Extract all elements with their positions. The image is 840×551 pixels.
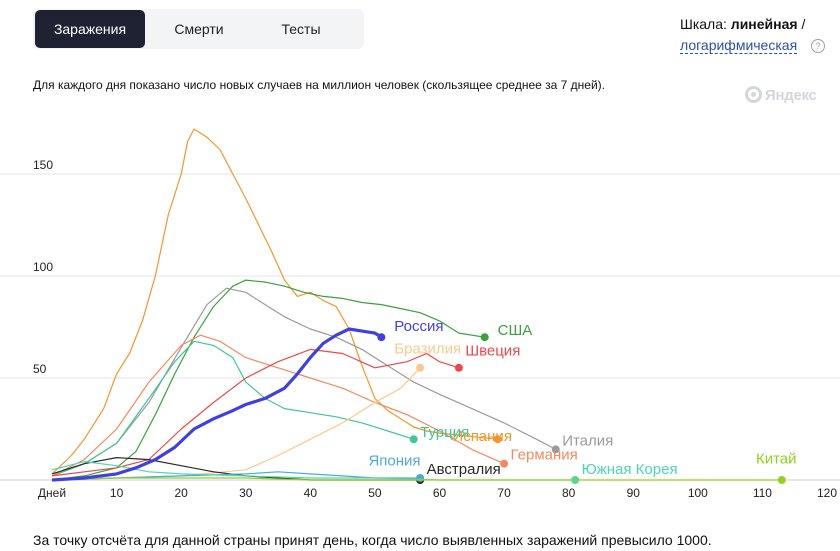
series-label: Испания bbox=[452, 428, 512, 445]
series-label: Япония bbox=[368, 453, 420, 470]
scale-prefix: Шкала: bbox=[680, 16, 727, 32]
x-tick-label: 90 bbox=[627, 486, 641, 500]
y-tick-label: 100 bbox=[33, 260, 53, 274]
series-endpoint bbox=[500, 459, 509, 468]
series-endpoint bbox=[416, 363, 425, 372]
x-tick-label: 30 bbox=[239, 486, 253, 500]
x-axis-ticks: Дней 10 20 30 40 50 60 70 80 90 100 110 120 bbox=[38, 486, 837, 500]
x-tick-label: 70 bbox=[497, 486, 511, 500]
series-endpoint bbox=[493, 435, 502, 444]
yandex-logo-icon bbox=[745, 86, 762, 103]
x-tick-label: 20 bbox=[174, 486, 188, 500]
x-tick-label: 110 bbox=[753, 486, 772, 500]
metric-tabs: Заражения Смерти Тесты bbox=[33, 9, 364, 49]
series-line bbox=[51, 334, 505, 477]
x-tick-label: 40 bbox=[304, 486, 318, 500]
y-axis-ticks: 50 100 150 bbox=[33, 158, 53, 376]
series-endpoint bbox=[454, 363, 463, 372]
help-icon[interactable]: ? bbox=[811, 39, 826, 54]
series-endpoint bbox=[409, 435, 418, 444]
series-line bbox=[51, 279, 485, 481]
x-tick-label: 60 bbox=[433, 486, 447, 500]
tab-deaths[interactable]: Смерти bbox=[174, 21, 224, 37]
logo-text: Яндекс bbox=[765, 87, 817, 104]
series-endpoint bbox=[480, 333, 489, 342]
x-axis-title: Дней bbox=[38, 486, 66, 500]
series-label: Китай bbox=[756, 451, 797, 468]
x-tick-label: 80 bbox=[562, 486, 576, 500]
series-label: Швеция bbox=[465, 343, 520, 360]
series-line bbox=[51, 128, 498, 475]
footnote: За точку отсчёта для данной страны приня… bbox=[33, 532, 712, 548]
series-line bbox=[51, 340, 414, 477]
series-label: Турция bbox=[420, 424, 469, 441]
scale-log-link[interactable]: логарифмическая bbox=[680, 37, 798, 54]
series-label: США bbox=[498, 322, 533, 339]
series-labels: Испания США Италия Турция Германия ШвецияБраз… bbox=[368, 318, 796, 478]
tab-infections[interactable]: Заражения bbox=[35, 10, 145, 48]
scale-switcher: Шкала: линейная / логарифмическая ? bbox=[680, 14, 840, 56]
yandex-logo: Яндекс bbox=[745, 86, 817, 104]
series-label: Южная Корея bbox=[582, 461, 678, 478]
series-label: Россия bbox=[394, 318, 443, 335]
series-line bbox=[51, 477, 782, 481]
series-label: Германия bbox=[511, 447, 578, 464]
chart-description: Для каждого дня показано число новых слу… bbox=[33, 78, 605, 92]
x-tick-label: 50 bbox=[368, 486, 382, 500]
series-line bbox=[51, 471, 421, 481]
y-tick-label: 150 bbox=[33, 158, 53, 172]
x-tick-label: 100 bbox=[688, 486, 708, 500]
tab-tests[interactable]: Тесты bbox=[281, 21, 321, 37]
x-tick-label: 120 bbox=[817, 486, 837, 500]
scale-separator: / bbox=[801, 16, 806, 32]
series-line bbox=[51, 327, 383, 482]
series-label: Австралия bbox=[427, 461, 501, 478]
series-endpoint bbox=[777, 476, 786, 484]
scale-current: линейная bbox=[730, 16, 798, 32]
series-endpoint bbox=[551, 445, 560, 454]
series-line bbox=[51, 348, 460, 477]
series-line bbox=[51, 287, 557, 477]
series-label: Италия bbox=[562, 432, 613, 449]
series-endpoint bbox=[416, 473, 425, 482]
y-tick-label: 50 bbox=[33, 362, 47, 376]
series-endpoint bbox=[377, 333, 386, 342]
series-lines bbox=[51, 128, 786, 484]
x-tick-label: 10 bbox=[110, 486, 124, 500]
series-label: Бразилия bbox=[394, 341, 461, 358]
